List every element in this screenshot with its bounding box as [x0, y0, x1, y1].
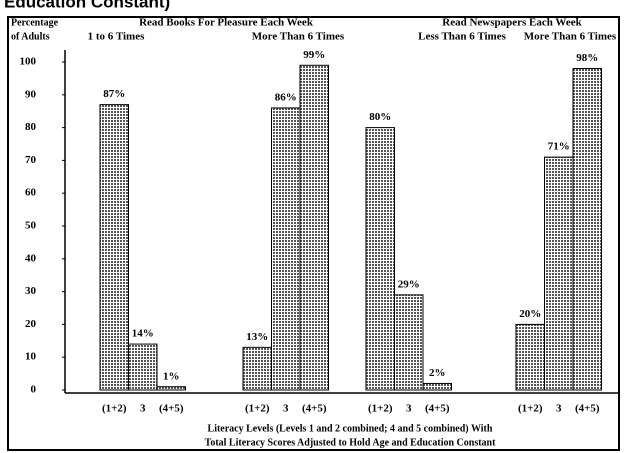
value-label: 2%: [429, 367, 446, 379]
y-tick-label: 30: [25, 285, 37, 297]
y-tick-label: 10: [25, 351, 37, 363]
value-label: 13%: [246, 331, 268, 343]
y-tick-label: 80: [25, 121, 37, 133]
x-tick-label: 3: [283, 403, 289, 415]
value-label: 80%: [369, 111, 391, 123]
x-axis-label: Literacy Levels (Levels 1 and 2 combined…: [208, 423, 493, 434]
bar: [422, 382, 452, 391]
y-tick-label: 50: [25, 220, 37, 232]
series-label: More Than 6 Times: [252, 31, 345, 43]
value-label: 20%: [519, 308, 541, 320]
value-label: 14%: [132, 328, 154, 340]
value-label: 87%: [103, 88, 125, 100]
y-tick-label: 90: [25, 88, 37, 100]
y-axis-label: Percentage: [11, 17, 59, 28]
x-axis-label: Total Literacy Scores Adjusted to Hold A…: [205, 437, 497, 448]
x-tick-label: 3: [556, 403, 562, 415]
series-label: More Than 6 Times: [524, 31, 617, 43]
value-label: 98%: [576, 52, 598, 64]
value-label: 1%: [163, 370, 180, 382]
bar: [99, 104, 129, 391]
x-tick-label: 3: [140, 403, 146, 415]
bar: [365, 127, 395, 391]
y-axis-label: of Adults: [11, 31, 50, 42]
panel-title: Read Newspapers Each Week: [442, 17, 582, 29]
x-tick-label: (1+2): [368, 403, 393, 415]
bar: [394, 294, 424, 391]
panel-title: Read Books For Pleasure Each Week: [139, 17, 314, 29]
y-tick-label: 20: [25, 318, 37, 330]
bar: [515, 323, 545, 391]
bar: [156, 386, 186, 391]
x-tick-label: (1+2): [245, 403, 270, 415]
bar: [572, 68, 602, 391]
y-tick-label: 70: [25, 154, 37, 166]
bar: [128, 343, 158, 391]
x-tick-label: (1+2): [518, 403, 543, 415]
value-label: 29%: [398, 278, 420, 290]
x-tick-label: (4+5): [302, 403, 327, 415]
chart-title: Education Constant): [4, 0, 170, 11]
series-label: 1 to 6 Times: [88, 31, 145, 43]
y-tick-label: 40: [25, 252, 37, 264]
y-tick-label: 60: [25, 187, 37, 199]
bar: [544, 156, 574, 391]
x-tick-label: (4+5): [159, 403, 184, 415]
frame: [7, 16, 620, 451]
y-tick-label: 0: [31, 384, 37, 396]
x-tick-label: (4+5): [575, 403, 600, 415]
x-tick-label: (1+2): [102, 403, 127, 415]
value-label: 86%: [275, 91, 297, 103]
value-label: 71%: [548, 141, 570, 153]
bar: [271, 107, 301, 391]
x-tick-label: 3: [406, 403, 412, 415]
bar: [242, 346, 272, 391]
y-tick-label: 100: [20, 56, 37, 68]
series-label: Less Than 6 Times: [418, 31, 506, 43]
value-label: 99%: [303, 49, 325, 61]
x-tick-label: (4+5): [425, 403, 450, 415]
bar: [299, 64, 329, 391]
